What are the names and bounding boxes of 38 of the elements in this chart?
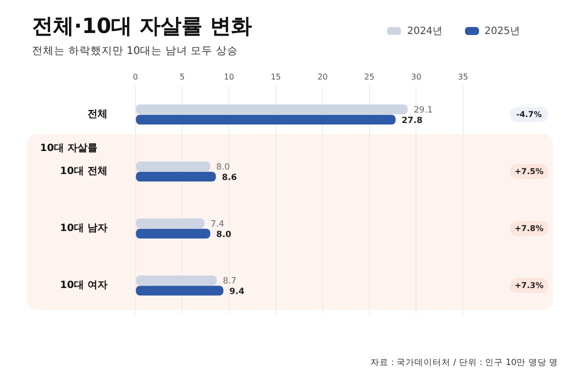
data-label: 8.7 xyxy=(222,276,236,287)
bar xyxy=(136,228,210,239)
y-tick-label: 10대 전체 xyxy=(60,166,108,178)
x-tick-label: 25 xyxy=(364,72,374,82)
text: +7.8% xyxy=(514,224,544,234)
bar xyxy=(136,275,217,286)
data-label: 8.6 xyxy=(222,172,238,183)
text: +7.5% xyxy=(514,167,544,176)
y-tick-label: 10대 남자 xyxy=(60,223,108,234)
bar xyxy=(136,172,216,182)
legend-label: 2024년 xyxy=(406,25,443,38)
data-label: 27.8 xyxy=(402,116,423,126)
data-label: 29.1 xyxy=(414,106,433,116)
x-tick-label: 20 xyxy=(318,72,328,82)
bar xyxy=(136,218,205,228)
chart-title: 전체·10대 자살률 변화 xyxy=(32,13,252,40)
data-label: 9.4 xyxy=(229,286,245,297)
text: 10대 자살률 xyxy=(40,142,98,154)
data-label: 8.0 xyxy=(216,162,230,173)
text: +7.3% xyxy=(514,281,544,290)
chart-subtitle: 전체는 하락했지만 10대는 남녀 모두 상승 xyxy=(32,44,238,58)
x-tick-label: 30 xyxy=(411,72,422,82)
text: -4.7% xyxy=(516,110,542,120)
x-tick-label: 35 xyxy=(458,72,468,82)
x-tick-label: 5 xyxy=(180,72,185,82)
x-tick-label: 15 xyxy=(270,72,281,82)
data-label: 8.0 xyxy=(216,230,232,240)
bar xyxy=(136,161,210,172)
bar xyxy=(136,104,408,114)
y-tick-label: 전체 xyxy=(87,109,108,120)
bar xyxy=(136,114,396,125)
text: 자료 : 국가데이터처 / 단위 : 인구 10만 명당 명 xyxy=(370,357,558,369)
x-tick-label: 10 xyxy=(224,72,234,82)
y-tick-label: 10대 여자 xyxy=(60,280,108,292)
data-label: 7.4 xyxy=(210,220,224,230)
bar xyxy=(136,286,224,296)
x-tick-label: 0 xyxy=(132,72,138,82)
legend-label: 2025년 xyxy=(484,25,520,38)
